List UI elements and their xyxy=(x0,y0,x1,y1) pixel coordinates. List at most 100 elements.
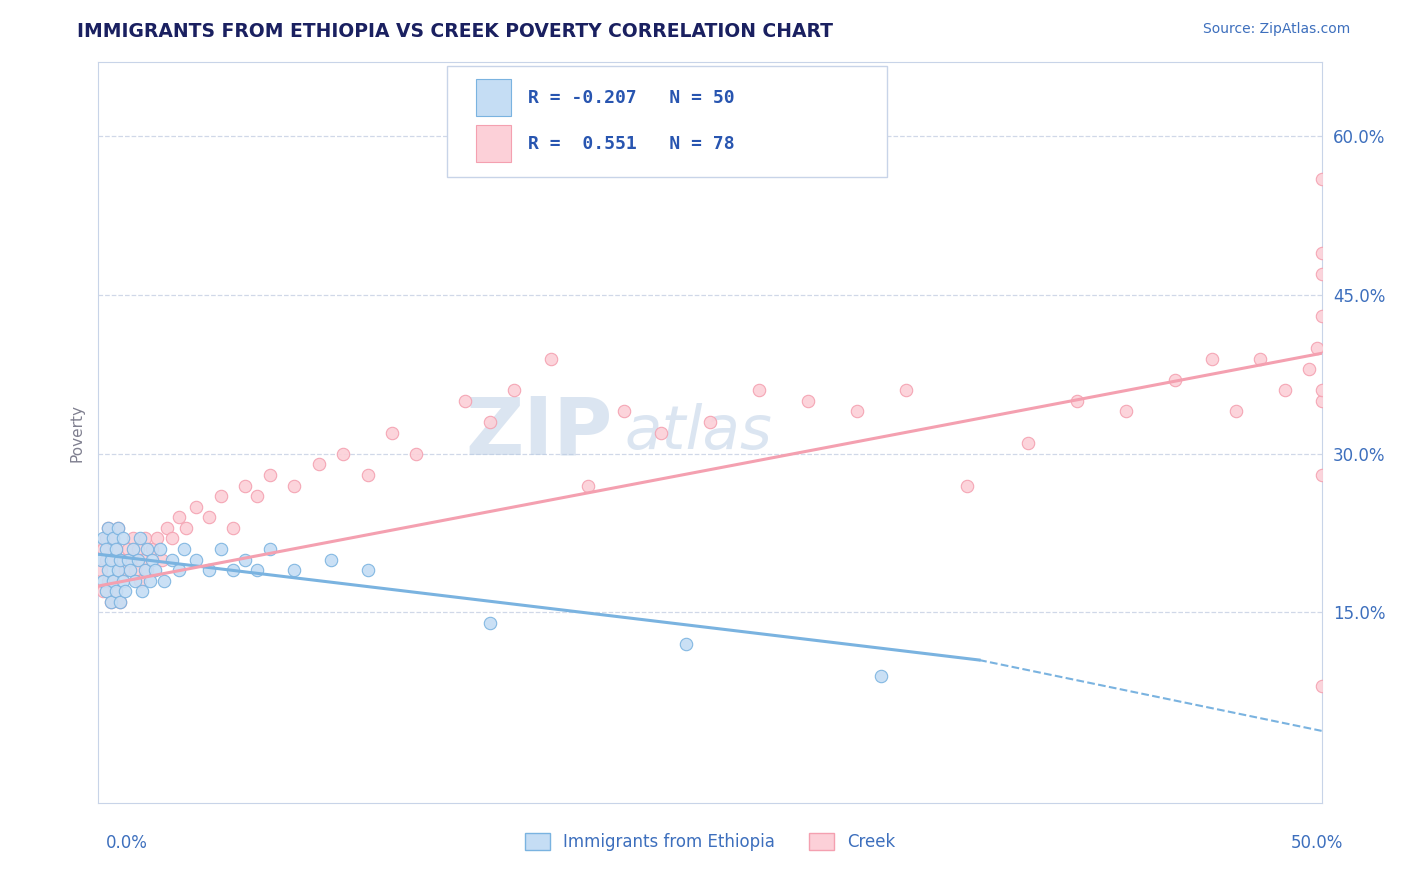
Point xyxy=(478,615,501,630)
Point xyxy=(141,552,163,566)
Point xyxy=(1274,384,1296,398)
Text: R =  0.551   N = 78: R = 0.551 N = 78 xyxy=(527,135,734,153)
Point xyxy=(356,563,378,577)
Point xyxy=(136,563,159,577)
Point xyxy=(845,404,868,418)
Point xyxy=(107,521,129,535)
Point xyxy=(107,563,129,577)
Point xyxy=(1164,373,1187,387)
Point xyxy=(134,532,156,546)
Point xyxy=(1115,404,1137,418)
Bar xyxy=(477,126,510,162)
Point xyxy=(1201,351,1223,366)
Point xyxy=(90,563,112,577)
Point xyxy=(454,393,477,408)
Point xyxy=(90,552,112,566)
Point xyxy=(150,552,173,566)
Text: 50.0%: 50.0% xyxy=(1291,834,1343,852)
Point xyxy=(100,552,122,566)
Point xyxy=(111,532,134,546)
Point xyxy=(650,425,672,440)
Point xyxy=(209,489,232,503)
Point xyxy=(121,541,143,556)
Point xyxy=(124,574,146,588)
Point xyxy=(100,595,122,609)
Point xyxy=(1298,362,1320,376)
Point xyxy=(97,563,120,577)
Point xyxy=(121,532,143,546)
Point xyxy=(186,500,208,514)
Point xyxy=(176,521,198,535)
Point xyxy=(104,584,127,599)
Point xyxy=(97,574,120,588)
Point xyxy=(540,351,562,366)
Point xyxy=(94,532,117,546)
Point xyxy=(91,574,114,588)
Point xyxy=(100,595,122,609)
Point xyxy=(308,458,330,472)
Point xyxy=(283,563,305,577)
Point xyxy=(94,541,117,556)
Point xyxy=(319,552,342,566)
Point xyxy=(153,574,176,588)
Point xyxy=(478,415,501,429)
Point xyxy=(167,510,190,524)
Point xyxy=(101,574,124,588)
Point xyxy=(503,384,526,398)
Point xyxy=(131,552,153,566)
Point xyxy=(613,404,636,418)
Point xyxy=(1310,310,1333,324)
Point xyxy=(356,467,378,482)
Point xyxy=(111,574,134,588)
Point xyxy=(120,563,142,577)
Point xyxy=(1017,436,1039,450)
Point xyxy=(259,541,281,556)
Point xyxy=(129,574,152,588)
Point xyxy=(675,637,697,651)
Point xyxy=(576,478,599,492)
Point xyxy=(894,384,917,398)
Point xyxy=(101,532,124,546)
Point xyxy=(209,541,232,556)
Point xyxy=(97,521,120,535)
Point xyxy=(956,478,979,492)
Point xyxy=(748,384,770,398)
Point xyxy=(110,552,132,566)
Point xyxy=(94,552,117,566)
Point xyxy=(1066,393,1088,408)
Point xyxy=(127,541,149,556)
Point xyxy=(110,595,132,609)
Point xyxy=(1225,404,1247,418)
Point xyxy=(117,541,139,556)
Point xyxy=(246,563,269,577)
Point xyxy=(97,521,120,535)
Point xyxy=(160,552,183,566)
Point xyxy=(1310,393,1333,408)
Point xyxy=(1310,267,1333,281)
Text: R = -0.207   N = 50: R = -0.207 N = 50 xyxy=(527,89,734,107)
Point xyxy=(136,541,159,556)
Point xyxy=(100,552,122,566)
Text: IMMIGRANTS FROM ETHIOPIA VS CREEK POVERTY CORRELATION CHART: IMMIGRANTS FROM ETHIOPIA VS CREEK POVERT… xyxy=(77,22,834,41)
Point xyxy=(222,521,245,535)
Point xyxy=(1310,245,1333,260)
Point xyxy=(173,541,195,556)
Bar xyxy=(477,79,510,117)
Point xyxy=(1310,680,1333,694)
Point xyxy=(283,478,305,492)
Point xyxy=(149,541,172,556)
Point xyxy=(101,574,124,588)
Point xyxy=(104,541,127,556)
Point xyxy=(117,552,139,566)
Point xyxy=(1306,341,1329,355)
Point xyxy=(101,532,124,546)
Point xyxy=(107,563,129,577)
Point xyxy=(124,563,146,577)
Point xyxy=(129,532,152,546)
Point xyxy=(699,415,721,429)
Point xyxy=(94,584,117,599)
Point xyxy=(332,447,354,461)
Point xyxy=(131,584,153,599)
Point xyxy=(197,510,219,524)
Point xyxy=(259,467,281,482)
